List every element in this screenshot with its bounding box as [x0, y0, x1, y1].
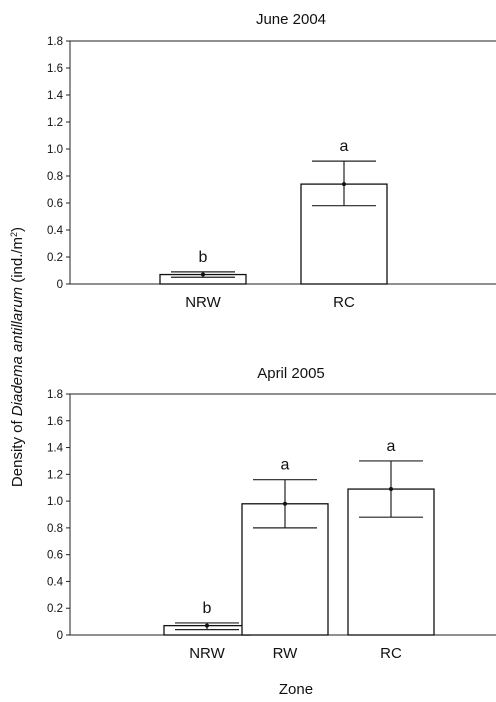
y-tick-label: 1.2: [47, 117, 63, 129]
mean-point: [342, 182, 346, 187]
y-tick-label: 0.6: [47, 198, 63, 210]
chart-title: April 2005: [257, 365, 325, 382]
y-tick-label: 0.2: [47, 603, 63, 615]
y-tick-label: 1.0: [47, 144, 63, 156]
y-tick-label: 1.6: [47, 416, 63, 428]
y-tick-label: 1.8: [47, 389, 63, 401]
panel-april-2005: April 2005 0 0.2 0.4 0.6 0.8 1.0 1.2 1.4 1.6 1.8 b N…: [47, 365, 496, 662]
y-tick-label: 1.0: [47, 496, 63, 508]
mean-point: [389, 487, 393, 492]
category-label: NRW: [185, 294, 221, 311]
mean-point: [201, 272, 205, 277]
y-tick-label: 0.6: [47, 550, 63, 562]
category-label: RC: [380, 645, 402, 662]
mean-point: [283, 501, 287, 506]
significance-letter: b: [203, 600, 212, 617]
y-axis-label: Density of Diadema antillarum (ind./m2): [9, 227, 26, 487]
y-tick-label: 0: [57, 279, 63, 291]
y-tick-label: 1.4: [47, 443, 64, 455]
significance-letter: a: [387, 438, 396, 455]
y-tick-label: 0.8: [47, 523, 63, 535]
category-label: RW: [273, 645, 299, 662]
chart-title: June 2004: [256, 11, 326, 28]
y-tick-label: 1.8: [47, 36, 63, 48]
y-tick-label: 0: [57, 630, 63, 642]
significance-letter: a: [340, 138, 349, 155]
significance-letter: b: [199, 249, 208, 266]
y-tick-label: 0.4: [47, 225, 64, 237]
x-axis-label: Zone: [279, 681, 313, 698]
category-label: RC: [333, 294, 355, 311]
y-tick-label: 0.8: [47, 171, 63, 183]
y-tick-label: 1.4: [47, 90, 64, 102]
y-tick-label: 0.2: [47, 252, 63, 264]
panel-june-2004: June 2004 0 0.2 0.4 0.6 0.8 1.0 1.2 1.4 1.6 1.8 b NR…: [47, 11, 496, 311]
category-label: NRW: [189, 645, 225, 662]
y-tick-label: 1.2: [47, 469, 63, 481]
y-tick-label: 0.4: [47, 576, 64, 588]
y-tick-label: 1.6: [47, 63, 63, 75]
significance-letter: a: [281, 457, 290, 474]
mean-point: [205, 623, 209, 628]
